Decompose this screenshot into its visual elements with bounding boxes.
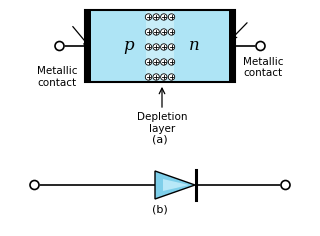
Circle shape <box>153 29 159 35</box>
Text: Depletion
layer: Depletion layer <box>137 112 187 134</box>
Circle shape <box>55 42 64 51</box>
Text: (a): (a) <box>152 134 168 144</box>
Bar <box>229 10 235 82</box>
Polygon shape <box>155 171 195 199</box>
Bar <box>146 10 174 82</box>
Text: Metallic
contact: Metallic contact <box>37 66 77 88</box>
Circle shape <box>256 42 265 51</box>
Circle shape <box>145 44 152 50</box>
Text: Metallic
contact: Metallic contact <box>243 57 283 78</box>
Circle shape <box>161 74 167 80</box>
Circle shape <box>168 44 175 50</box>
Circle shape <box>30 181 39 190</box>
Circle shape <box>168 74 175 80</box>
Text: (b): (b) <box>152 205 168 215</box>
Circle shape <box>145 14 152 20</box>
Circle shape <box>145 59 152 65</box>
Circle shape <box>168 29 175 35</box>
Circle shape <box>161 59 167 65</box>
Circle shape <box>281 181 290 190</box>
Circle shape <box>161 14 167 20</box>
Circle shape <box>161 29 167 35</box>
Circle shape <box>153 59 159 65</box>
Bar <box>85 10 91 82</box>
Circle shape <box>145 74 152 80</box>
Bar <box>85 10 235 82</box>
Text: n: n <box>189 38 200 55</box>
Circle shape <box>161 44 167 50</box>
Circle shape <box>153 44 159 50</box>
Circle shape <box>168 14 175 20</box>
Circle shape <box>153 74 159 80</box>
Polygon shape <box>163 179 189 191</box>
Circle shape <box>168 59 175 65</box>
Text: p: p <box>123 38 134 55</box>
Circle shape <box>153 14 159 20</box>
Bar <box>85 10 235 82</box>
Circle shape <box>145 29 152 35</box>
